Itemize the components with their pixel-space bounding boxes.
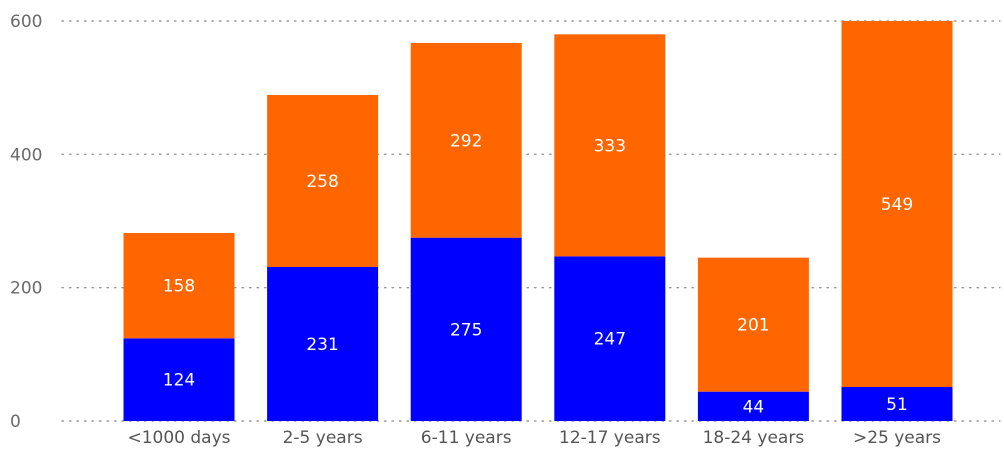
x-tick-label: <1000 days (127, 428, 230, 448)
y-axis: 0 200 400 600 (10, 12, 42, 432)
data-labels: 124 158 231 258 275 292 247 333 44 201 51 549 (163, 131, 913, 417)
bar-segment (267, 267, 379, 421)
x-tick-label: 12-17 years (559, 428, 661, 448)
data-label: 201 (737, 316, 769, 336)
x-tick-label: 2-5 years (283, 428, 363, 448)
bar-segment (267, 95, 379, 267)
bar-segment (841, 21, 953, 387)
bar-segment (554, 256, 666, 421)
x-tick-label: 6-11 years (421, 428, 512, 448)
y-tick-label: 400 (10, 145, 42, 165)
bar-segment (410, 237, 522, 421)
data-label: 549 (881, 195, 913, 215)
y-tick-label: 0 (10, 412, 21, 432)
bar-segment (697, 391, 809, 421)
data-label: 231 (306, 335, 338, 355)
data-label: 247 (594, 330, 626, 350)
x-axis: <1000 days 2-5 years 6-11 years 12-17 years… (127, 428, 941, 448)
bar-segment (697, 257, 809, 392)
y-tick-label: 600 (10, 12, 42, 32)
bar-segment (123, 233, 235, 339)
data-label: 44 (743, 397, 765, 417)
data-label: 258 (306, 172, 338, 192)
bar-segment (123, 338, 235, 421)
data-label: 158 (163, 277, 195, 297)
bar-segment (841, 387, 953, 421)
x-tick-label: >25 years (853, 428, 941, 448)
bar-segment (410, 43, 522, 238)
data-label: 333 (594, 136, 626, 156)
bars (123, 21, 953, 421)
bar-segment (554, 34, 666, 257)
data-label: 292 (450, 131, 482, 151)
x-tick-label: 18-24 years (703, 428, 805, 448)
data-label: 124 (163, 371, 195, 391)
data-label: 275 (450, 320, 482, 340)
data-label: 51 (886, 395, 908, 415)
y-tick-label: 200 (10, 279, 42, 299)
